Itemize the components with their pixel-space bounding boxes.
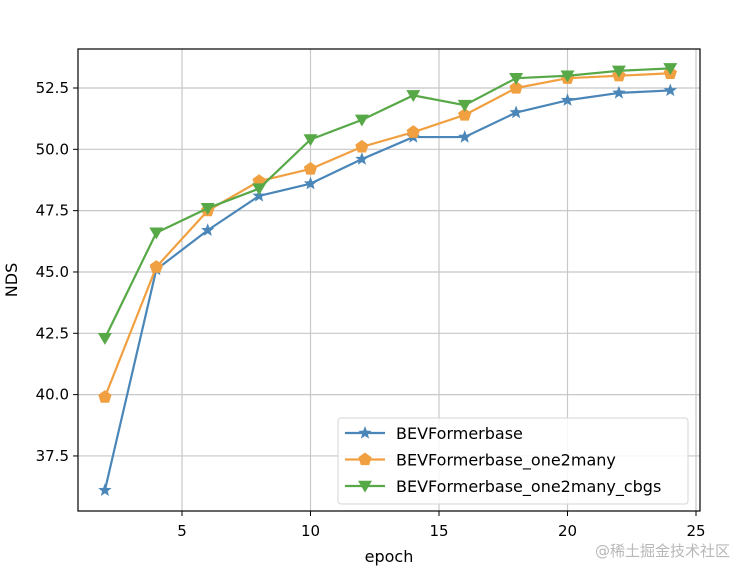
series-line [103, 72, 671, 398]
y-tick-label: 40.0 [36, 386, 69, 404]
axis-ticks: 5 10 15 20 25 37.5 40.0 42.5 45.0 47.5 50.0 52.5 [36, 79, 706, 540]
triangle-down-marker [354, 114, 369, 127]
y-tick-label: 52.5 [36, 79, 69, 97]
star-marker [252, 188, 266, 202]
triangle-down-marker [663, 63, 678, 76]
star-marker [358, 426, 372, 439]
triangle-down-marker [149, 227, 164, 240]
legend-label: BEVFormerbase_one2many [396, 451, 616, 471]
star-marker [201, 223, 215, 236]
triangle-down-marker [406, 90, 421, 103]
pentagon-marker [98, 390, 112, 403]
star-marker [663, 83, 677, 97]
triangle-down-marker [611, 65, 626, 78]
series-BEVFormerbase_one2many_cbgs [97, 63, 678, 345]
series-lines [97, 63, 678, 496]
watermark: @稀土掘金技术社区 [594, 542, 730, 560]
series-line [103, 67, 671, 339]
x-tick-label: 10 [301, 522, 320, 540]
triangle-down-marker [200, 202, 215, 215]
y-tick-label: 37.5 [36, 447, 69, 465]
pentagon-marker [303, 161, 318, 175]
star-marker [355, 152, 369, 165]
x-tick-label: 20 [558, 522, 577, 540]
legend: BEVFormerbase BEVFormerbase_one2many BEVFo… [337, 417, 689, 505]
pentagon-marker [458, 107, 472, 121]
triangle-down-marker [509, 72, 524, 85]
triangle-down-marker [457, 99, 472, 112]
x-tick-label: 15 [429, 522, 448, 540]
pentagon-marker [149, 260, 163, 273]
pentagon-marker [355, 139, 369, 153]
pentagon-marker [406, 125, 420, 138]
series-BEVFormerbase_one2many [98, 66, 677, 403]
triangle-down-marker [303, 134, 318, 147]
legend-item: BEVFormerbase_one2many_cbgs [345, 477, 661, 497]
legend-label: BEVFormerbase [396, 424, 523, 443]
star-marker [509, 105, 523, 119]
legend-label: BEVFormerbase_one2many_cbgs [396, 477, 661, 497]
y-axis-label: NDS [2, 263, 21, 297]
legend-box [337, 417, 689, 505]
plot-frame [77, 48, 701, 512]
triangle-down-marker [560, 70, 575, 83]
x-tick-label: 5 [177, 522, 187, 540]
star-marker [98, 483, 112, 496]
star-marker [458, 130, 472, 143]
y-tick-label: 42.5 [36, 324, 69, 342]
legend-item: BEVFormerbase [345, 424, 523, 443]
pentagon-marker [358, 452, 372, 466]
triangle-down-marker [252, 183, 267, 196]
x-tick-label: 25 [686, 522, 705, 540]
y-tick-label: 47.5 [36, 202, 69, 220]
star-marker [303, 176, 318, 190]
star-marker [612, 85, 626, 99]
y-tick-label: 45.0 [36, 263, 69, 281]
pentagon-marker [509, 81, 523, 94]
x-axis-label: epoch [365, 547, 414, 566]
legend-item: BEVFormerbase_one2many [345, 451, 616, 471]
y-tick-label: 50.0 [36, 140, 69, 158]
star-marker [560, 93, 575, 106]
series-line [103, 89, 671, 491]
triangle-down-marker [97, 332, 112, 345]
triangle-down-marker [358, 480, 372, 493]
